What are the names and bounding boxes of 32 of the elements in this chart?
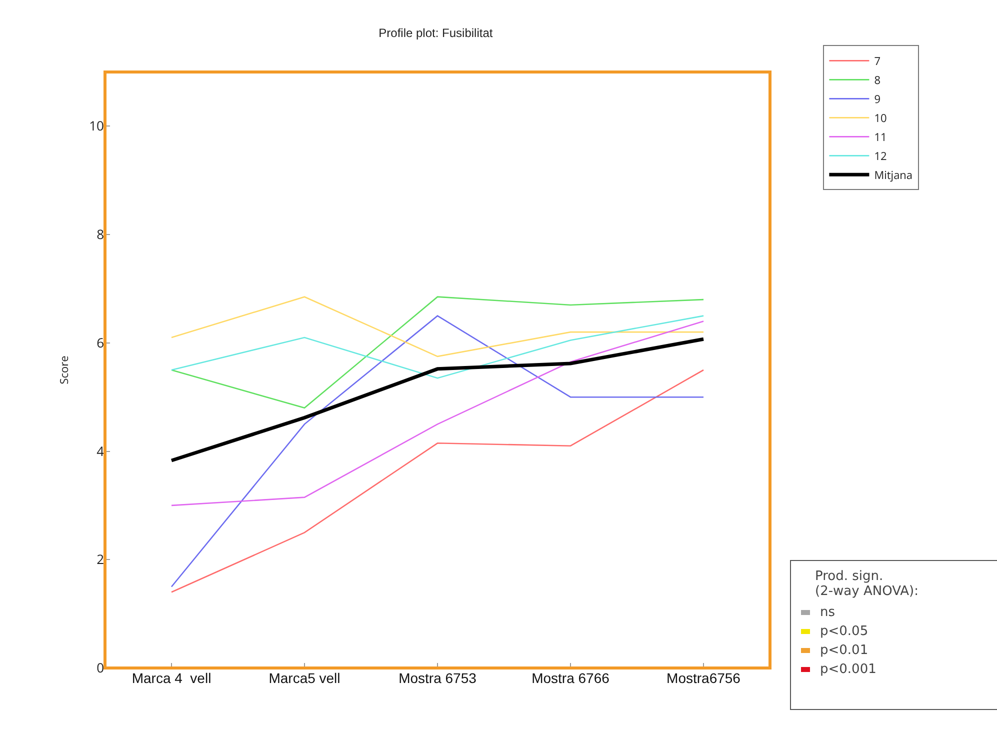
line-series [170, 296, 704, 409]
line-series [170, 369, 704, 593]
legend-label: Mitjana [874, 168, 913, 183]
legend-label: 7 [874, 54, 880, 69]
y-tick-label: 10 [89, 116, 104, 135]
y-tick-label: 2 [96, 550, 104, 568]
y-tick-label: 4 [96, 442, 105, 460]
text: p<0.01 [820, 643, 868, 658]
x-tick-label: Mostra 6753 [398, 670, 477, 686]
line-series [170, 315, 704, 588]
legend-label: 9 [874, 92, 880, 107]
line-series [170, 296, 704, 358]
text: ns [820, 605, 836, 620]
legend-label: 12 [874, 148, 887, 164]
text: Prod. sign. (2-way ANOVA): [815, 569, 920, 599]
legend-label: 10 [874, 110, 887, 126]
legend-label: 11 [874, 130, 887, 145]
line-series [170, 315, 704, 379]
x-tick-label: Marca5 vell [268, 670, 340, 686]
y-tick-label: 0 [96, 658, 104, 677]
text: p<0.001 [820, 662, 876, 677]
chart-title: Profile plot: Fusibilitat [378, 26, 494, 40]
text: p<0.05 [820, 624, 868, 639]
y-tick-label: 8 [96, 225, 104, 244]
legend-label: 8 [874, 72, 880, 88]
y-tick-label: 6 [96, 333, 104, 352]
line-series [170, 320, 704, 506]
x-tick-label: Mostra6756 [666, 670, 741, 686]
x-tick-label: Marca 4 vell [132, 670, 212, 686]
y-axis-title: Score [56, 356, 72, 384]
line-series [170, 337, 706, 462]
x-tick-label: Mostra 6766 [532, 670, 610, 686]
